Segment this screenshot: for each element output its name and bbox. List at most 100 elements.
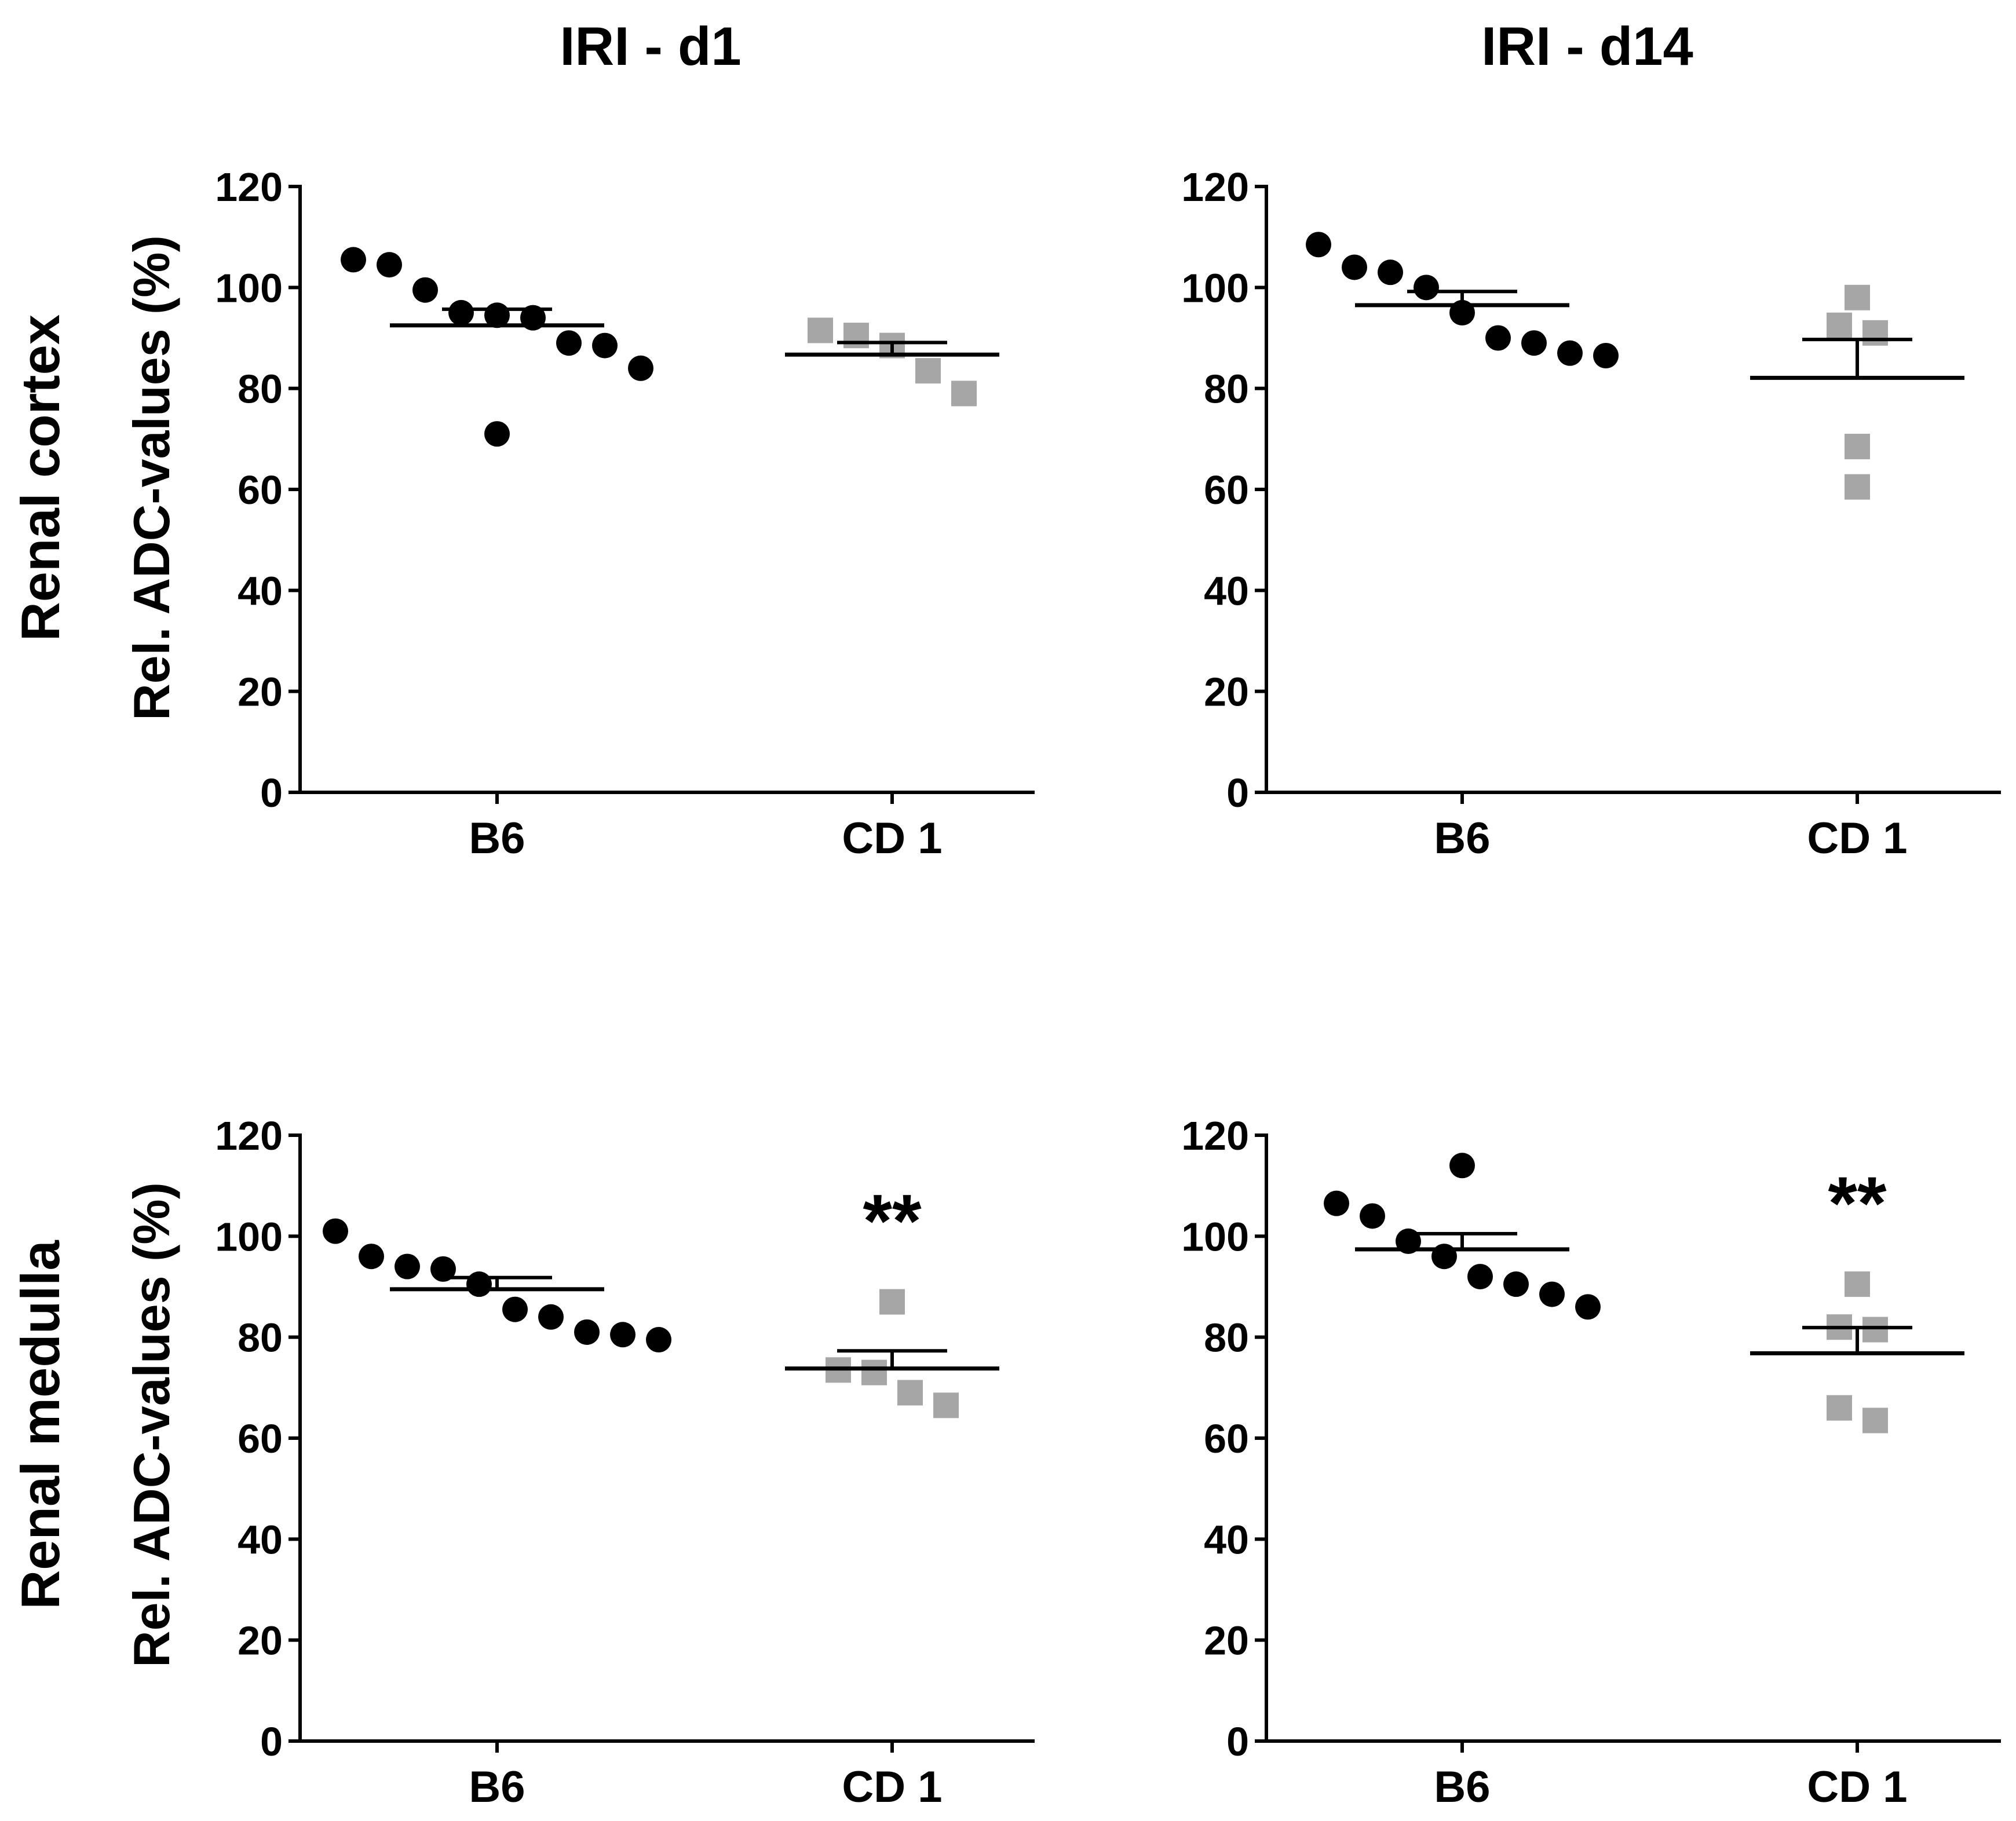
data-point-b6: [430, 1256, 456, 1282]
data-point-b6: [1485, 325, 1511, 351]
data-point-b6: [1306, 232, 1331, 258]
data-point-b6: [377, 252, 402, 278]
y-tick-label: 80: [1204, 367, 1249, 412]
data-point-b6: [1324, 1190, 1349, 1216]
y-tick-label: 0: [1226, 1719, 1249, 1764]
data-point-b6: [341, 247, 366, 273]
data-point-b6: [1557, 340, 1583, 366]
y-tick-label: 20: [238, 1618, 283, 1663]
data-point-cd1: [1862, 1317, 1888, 1343]
y-tick-label: 40: [238, 1517, 283, 1562]
x-tick-label: CD 1: [1807, 814, 1907, 863]
y-tick-label: 60: [238, 1416, 283, 1461]
data-point-cd1: [1845, 1271, 1870, 1297]
data-point-cd1: [1845, 284, 1870, 310]
data-point-cd1: [1827, 1395, 1852, 1421]
y-tick-label: 100: [1181, 1214, 1249, 1259]
column-title-d14: IRI - d14: [1481, 16, 1693, 76]
data-point-b6: [1360, 1203, 1385, 1229]
chart-panel-1: 0 20 40 60 80 100 120 B6 CD 1: [215, 164, 1035, 863]
data-point-cd1: [808, 317, 833, 343]
y-tick-label: 100: [215, 265, 283, 310]
y-tick-label: 120: [1181, 1113, 1249, 1158]
data-point-b6: [628, 355, 653, 381]
data-point-b6: [1449, 1153, 1475, 1179]
data-point-b6: [1342, 254, 1367, 280]
y-tick-label: 120: [215, 1113, 283, 1158]
data-point-cd1: [843, 323, 869, 349]
data-point-b6: [1414, 275, 1439, 301]
y-tick-label: 80: [238, 367, 283, 412]
data-point-b6: [395, 1253, 420, 1279]
data-point-b6: [1539, 1281, 1565, 1307]
data-point-b6: [592, 332, 618, 359]
data-point-b6: [1575, 1294, 1601, 1320]
data-point-cd1: [1845, 474, 1870, 500]
data-point-b6: [610, 1322, 636, 1348]
x-tick-label: B6: [469, 814, 525, 863]
data-point-b6: [556, 330, 582, 356]
x-tick-label: B6: [1434, 814, 1490, 863]
data-point-cd1: [861, 1359, 887, 1385]
data-point-b6: [1521, 330, 1547, 356]
row-label-medulla: Renal medulla: [10, 1240, 71, 1610]
y-tick-label: 20: [1204, 1618, 1249, 1663]
data-point-cd1: [897, 1380, 923, 1406]
y-tick-label: 80: [238, 1315, 283, 1361]
x-tick-label: CD 1: [842, 1763, 942, 1812]
x-tick-label: CD 1: [842, 814, 942, 863]
data-point-b6: [1593, 343, 1619, 369]
y-tick-label: 60: [1204, 467, 1249, 513]
x-tick-label: B6: [469, 1763, 525, 1812]
data-point-b6: [502, 1296, 528, 1322]
data-point-b6: [484, 421, 510, 447]
significance-marker: **: [863, 1179, 922, 1263]
y-tick-label: 60: [1204, 1416, 1249, 1461]
data-point-b6: [359, 1244, 384, 1270]
data-point-b6: [412, 277, 438, 303]
y-tick-label: 120: [215, 164, 283, 210]
chart-panel-3: 0 20 40 60 80 100 120 B6 CD 1 **: [215, 1113, 1035, 1812]
y-tick-label: 20: [1204, 670, 1249, 715]
chart-panel-4: 0 20 40 60 80 100 120 B6 CD 1 **: [1181, 1113, 2001, 1812]
y-tick-label: 40: [1204, 568, 1249, 613]
panels: 0 20 40 60 80 100 120 B6 CD 1 0 20 40 60 80 100 120 B6 CD…: [215, 164, 2001, 1812]
y-tick-label: 0: [260, 1719, 283, 1764]
row-label-cortex: Renal cortex: [10, 315, 71, 641]
data-point-b6: [538, 1304, 564, 1330]
data-point-cd1: [933, 1392, 959, 1418]
y-tick-label: 120: [1181, 164, 1249, 210]
y-tick-label: 60: [238, 467, 283, 513]
y-axis-title-medulla: Rel. ADC-values (%): [123, 1182, 180, 1668]
data-point-cd1: [1827, 312, 1852, 338]
data-point-b6: [466, 1271, 492, 1297]
data-point-b6: [574, 1319, 600, 1345]
y-tick-label: 0: [260, 770, 283, 816]
y-tick-label: 40: [1204, 1517, 1249, 1562]
data-point-b6: [448, 299, 474, 326]
data-point-b6: [323, 1218, 348, 1244]
y-axis-title-cortex: Rel. ADC-values (%): [123, 235, 180, 721]
y-tick-label: 0: [1226, 770, 1249, 816]
data-point-b6: [1467, 1264, 1493, 1290]
y-tick-label: 100: [215, 1214, 283, 1259]
x-tick-label: B6: [1434, 1763, 1490, 1812]
significance-marker: **: [1828, 1161, 1887, 1245]
data-point-b6: [646, 1327, 671, 1353]
chart-panel-2: 0 20 40 60 80 100 120 B6 CD 1: [1181, 164, 2001, 863]
column-title-d1: IRI - d1: [560, 16, 741, 76]
y-tick-label: 80: [1204, 1315, 1249, 1361]
y-tick-label: 100: [1181, 265, 1249, 310]
data-point-cd1: [915, 358, 941, 384]
y-tick-label: 40: [238, 568, 283, 613]
data-point-cd1: [951, 381, 977, 407]
x-tick-label: CD 1: [1807, 1763, 1907, 1812]
data-point-b6: [1503, 1271, 1529, 1297]
data-point-cd1: [1862, 320, 1888, 346]
data-point-cd1: [879, 1289, 905, 1315]
data-point-b6: [1378, 259, 1403, 286]
data-point-cd1: [1845, 433, 1870, 459]
data-point-cd1: [1862, 1407, 1888, 1434]
y-tick-label: 20: [238, 670, 283, 715]
